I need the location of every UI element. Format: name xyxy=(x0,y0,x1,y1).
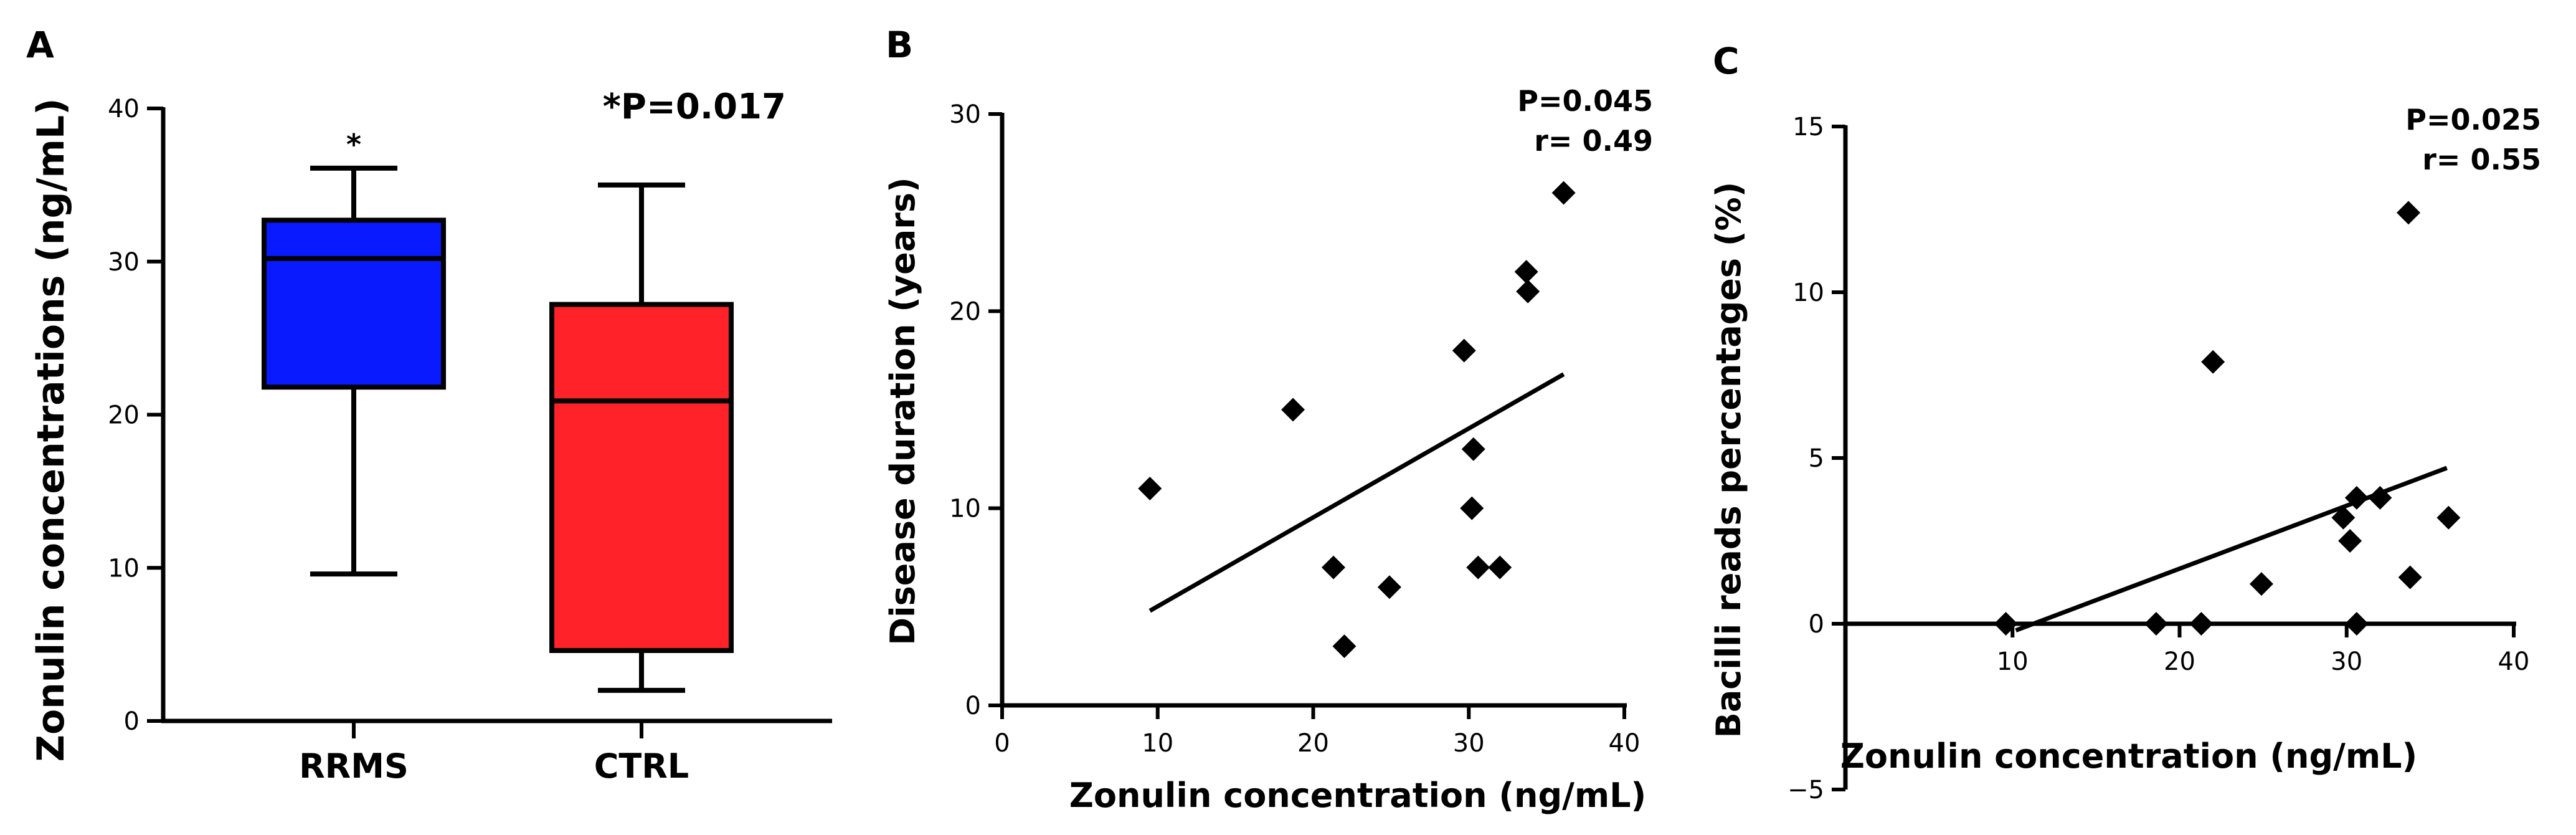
panel-c-data-point xyxy=(2249,572,2273,596)
panel-c-data-point xyxy=(2331,505,2356,530)
panel-b-r-value: r= 0.49 xyxy=(1534,124,1653,158)
panel-c-data-point xyxy=(2397,201,2421,225)
panel-c-y-tick-label: 5 xyxy=(1809,444,1824,473)
panel-c-data-point xyxy=(2189,612,2214,636)
panel-b-x-tick-label: 30 xyxy=(1453,729,1485,758)
panel-c-y-tick-label: 15 xyxy=(1792,113,1824,141)
panel-c-p-value: P=0.025 xyxy=(2405,103,2541,136)
panel-b-regression-line xyxy=(1148,372,1565,613)
panel-b-data-point xyxy=(1551,181,1576,205)
panel-a-category-label: RRMS xyxy=(299,747,409,786)
panel-a-p-value: *P=0.017 xyxy=(603,87,786,127)
panel-c-data-point xyxy=(2344,612,2369,636)
panel-c-data-point xyxy=(2344,485,2369,510)
panel-b-x-tick-label: 20 xyxy=(1297,729,1329,758)
panel-a-category-label: CTRL xyxy=(594,747,689,786)
panel-c-y-tick-label: 10 xyxy=(1792,279,1824,307)
panel-c-x-tick-label: 40 xyxy=(2498,647,2530,676)
panel-b-data-point xyxy=(1281,398,1305,422)
panel-c-y-tick-label: 0 xyxy=(1809,610,1824,639)
panel-a-y-tick-label: 10 xyxy=(108,554,140,583)
panel-b-x-tick-label: 40 xyxy=(1609,729,1641,758)
panel-c-y-tick-label: −5 xyxy=(1788,776,1824,804)
panel-b-data-point xyxy=(1516,279,1540,303)
panel-c-data-point xyxy=(2398,565,2422,589)
panel-b-x-axis-title: Zonulin concentration (ng/mL) xyxy=(1069,776,1646,815)
panel-c-scatter: C Zonulin concentration (ng/mL) Bacilli … xyxy=(1709,40,2541,804)
panel-a-y-tick-label: 0 xyxy=(124,707,140,736)
box-rrms xyxy=(262,217,446,390)
significance-marker: * xyxy=(346,128,361,161)
panel-b-data-point xyxy=(1514,260,1538,284)
panel-c-x-tick-label: 30 xyxy=(2331,647,2362,676)
panel-b-y-tick-label: 20 xyxy=(949,297,981,326)
panel-b-y-tick-label: 10 xyxy=(949,495,981,523)
panel-label-a: A xyxy=(26,24,54,66)
panel-a-y-tick-label: 30 xyxy=(108,248,140,277)
box-ctrl xyxy=(549,302,734,653)
panel-b-data-point xyxy=(1466,555,1490,580)
panel-a-boxplot: A Zonulin concentrations (ng/mL) *P=0.01… xyxy=(26,24,832,786)
panel-c-data-point xyxy=(2338,529,2362,553)
panel-c-x-tick-label: 20 xyxy=(2164,647,2195,676)
panel-b-data-point xyxy=(1488,555,1512,580)
panel-b-data-point xyxy=(1460,496,1484,520)
panel-c-x-tick-label: 10 xyxy=(1997,647,2029,676)
panel-b-y-tick-label: 0 xyxy=(965,692,981,720)
panel-c-data-point xyxy=(2144,612,2168,636)
panel-b-x-tick-label: 0 xyxy=(994,729,1010,758)
panel-label-b: B xyxy=(886,24,913,66)
panel-a-y-tick-label: 20 xyxy=(108,401,140,430)
panel-c-y-axis-title: Bacilli reads percentages (%) xyxy=(1709,182,1748,738)
panel-b-data-point xyxy=(1461,437,1485,461)
panel-b-data-point xyxy=(1321,555,1345,580)
panel-b-data-point xyxy=(1377,575,1401,599)
panel-c-data-point xyxy=(2368,485,2392,510)
panel-c-x-axis-title: Zonulin concentration (ng/mL) xyxy=(1840,737,2417,776)
panel-c-data-point xyxy=(2436,505,2461,530)
panel-b-scatter: B Zonulin concentration (ng/mL) Disease … xyxy=(883,24,1653,815)
panel-b-data-point xyxy=(1138,477,1162,501)
panel-b-data-point xyxy=(1452,338,1476,363)
panel-c-data-point xyxy=(2201,350,2225,374)
panel-b-y-axis-title: Disease duration (years) xyxy=(883,177,922,645)
panel-a-y-axis-title: Zonulin concentrations (ng/mL) xyxy=(29,98,73,761)
panel-label-c: C xyxy=(1713,40,1740,82)
panel-b-y-tick-label: 30 xyxy=(949,100,981,129)
panel-b-x-tick-label: 10 xyxy=(1142,729,1173,758)
panel-b-p-value: P=0.045 xyxy=(1517,84,1653,118)
panel-a-y-tick-label: 40 xyxy=(108,95,140,123)
panel-b-data-point xyxy=(1332,634,1357,659)
panel-c-data-point xyxy=(1994,612,2018,636)
panel-c-r-value: r= 0.55 xyxy=(2422,143,2541,176)
